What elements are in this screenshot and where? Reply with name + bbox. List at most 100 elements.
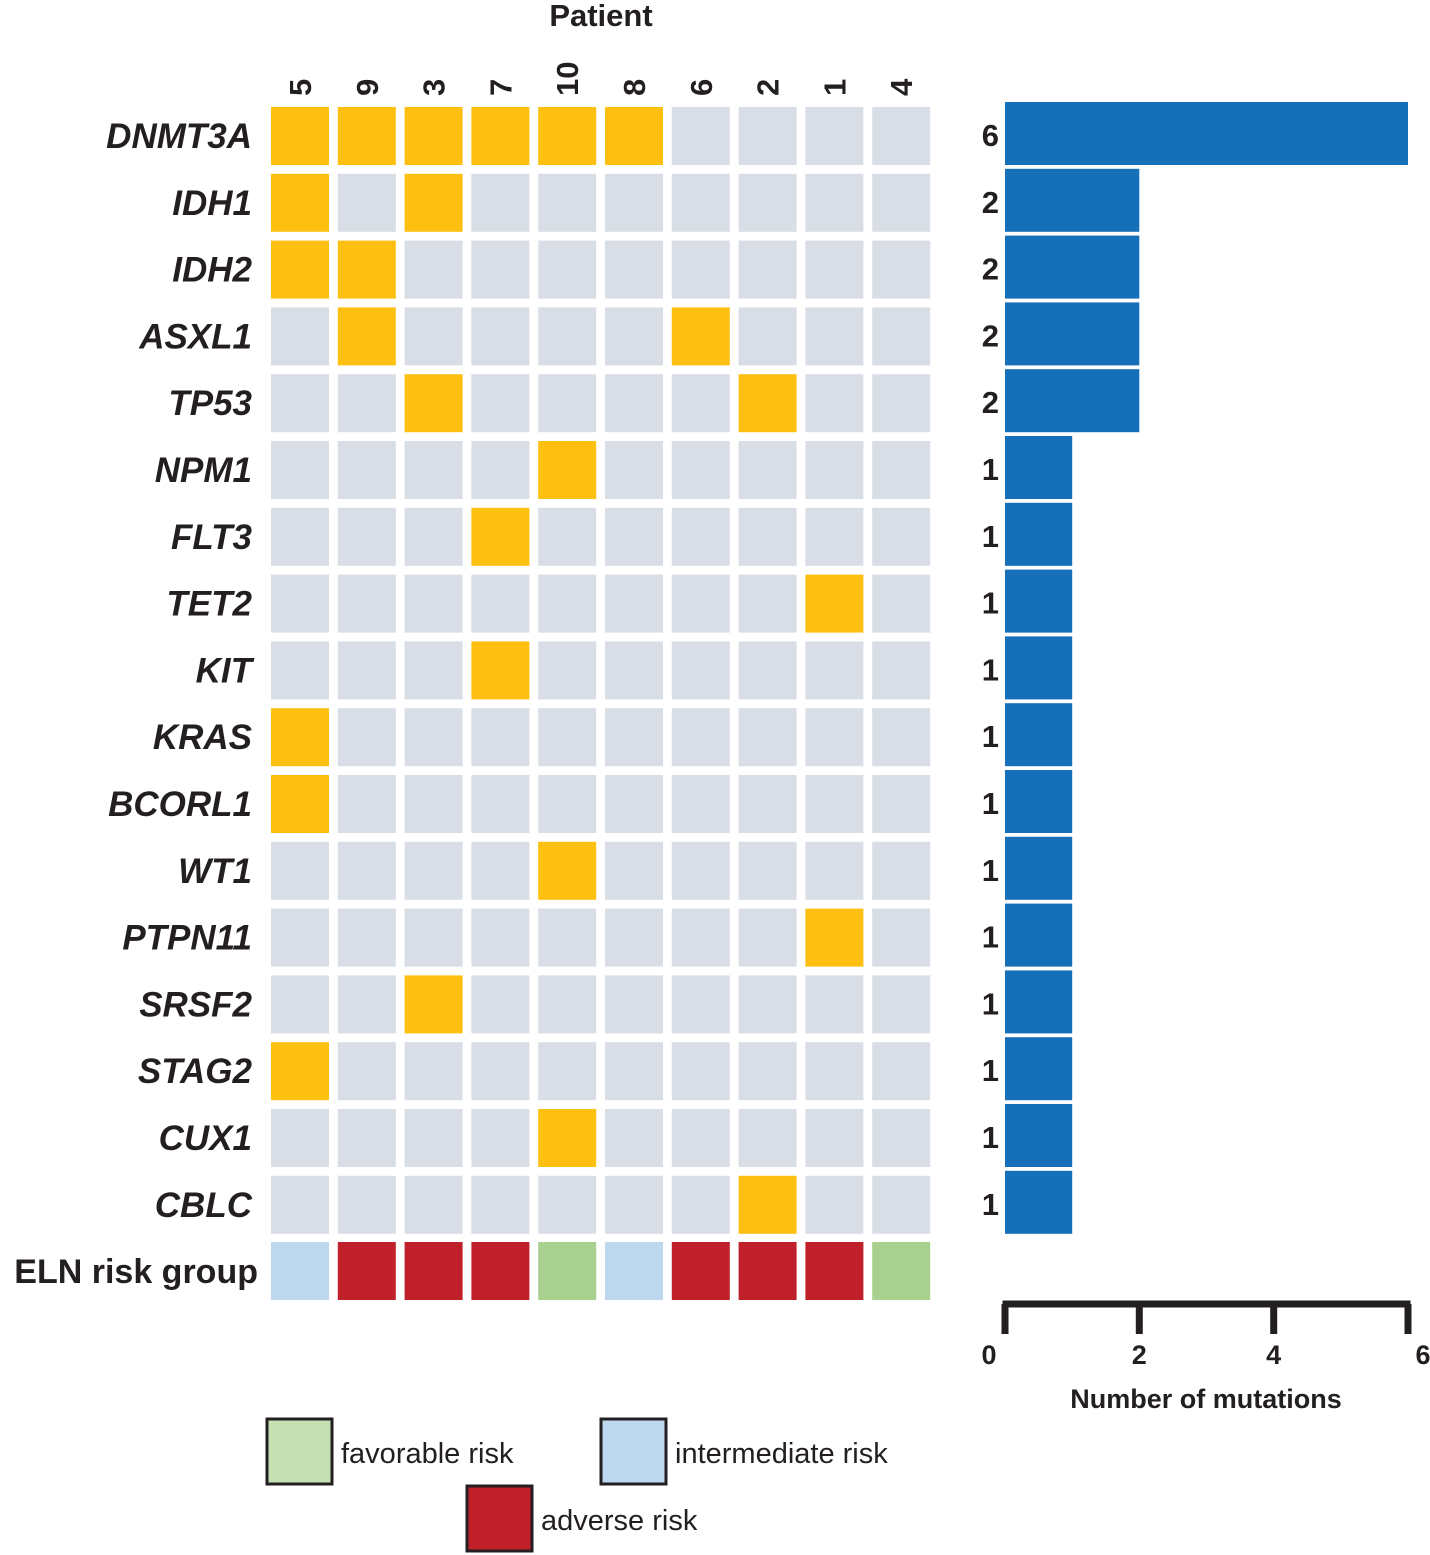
wildtype-cell [471, 441, 530, 499]
wildtype-cell [538, 641, 597, 700]
mutated-cell [738, 374, 797, 433]
wildtype-cell [738, 107, 797, 165]
wildtype-cell [872, 841, 931, 900]
wildtype-cell [605, 641, 663, 700]
wildtype-cell [805, 173, 864, 232]
wildtype-cell [404, 441, 463, 499]
wildtype-cell [471, 307, 530, 366]
wildtype-cell [671, 708, 730, 767]
mutation-bar [1005, 168, 1140, 232]
mutation-bar [1005, 436, 1073, 499]
wildtype-cell [337, 374, 396, 433]
wildtype-cell [271, 841, 329, 900]
wildtype-cell [872, 975, 931, 1034]
wildtype-cell [872, 374, 931, 433]
wildtype-cell [671, 173, 730, 232]
wildtype-cell [872, 240, 931, 299]
wildtype-cell [471, 240, 530, 299]
wildtype-cell [271, 975, 329, 1034]
wildtype-cell [538, 775, 597, 833]
wildtype-cell [872, 441, 931, 499]
risk-cell-adverse [404, 1242, 463, 1300]
wildtype-cell [805, 975, 864, 1034]
mutation-bar [1005, 636, 1073, 700]
mutated-cell [404, 107, 463, 165]
mutated-cell [404, 975, 463, 1034]
mutated-cell [271, 173, 329, 232]
wildtype-cell [872, 1109, 931, 1167]
count-label: 1 [982, 1120, 999, 1155]
heatmap-title: Patient [549, 0, 652, 33]
wildtype-cell [271, 374, 329, 433]
wildtype-cell [738, 1109, 797, 1167]
risk-cell-adverse [337, 1242, 396, 1300]
x-tick-label: 2 [1132, 1340, 1147, 1370]
wildtype-cell [671, 240, 730, 299]
wildtype-cell [538, 908, 597, 967]
wildtype-cell [605, 708, 663, 767]
risk-cell-adverse [671, 1242, 730, 1300]
wildtype-cell [738, 908, 797, 967]
gene-label: TET2 [166, 585, 252, 624]
wildtype-cell [738, 641, 797, 700]
wildtype-cell [671, 107, 730, 165]
x-axis: 0 2 4 6 [981, 1300, 1430, 1370]
wildtype-cell [337, 1175, 396, 1234]
wildtype-cell [538, 975, 597, 1034]
wildtype-cell [805, 441, 864, 499]
wildtype-cell [538, 173, 597, 232]
mutation-bar [1005, 102, 1408, 165]
mutation-count-labels: 6 2 2 2 2 1 1 1 1 1 1 1 1 1 1 1 1 [982, 118, 999, 1222]
wildtype-cell [605, 374, 663, 433]
patient-label: 7 [483, 79, 518, 96]
gene-label: KRAS [153, 718, 252, 757]
mutated-cell [271, 1042, 329, 1101]
patient-label: 3 [417, 79, 452, 96]
wildtype-cell [671, 507, 730, 566]
wildtype-cell [671, 1175, 730, 1234]
count-label: 2 [982, 252, 999, 287]
wildtype-cell [271, 574, 329, 633]
gene-label: CUX1 [159, 1119, 252, 1158]
wildtype-cell [337, 173, 396, 232]
wildtype-cell [805, 1109, 864, 1167]
wildtype-cell [471, 374, 530, 433]
wildtype-cell [337, 708, 396, 767]
wildtype-cell [738, 441, 797, 499]
wildtype-cell [471, 574, 530, 633]
risk-cell-adverse [738, 1242, 797, 1300]
mutated-cell [605, 107, 663, 165]
mutation-bar [1005, 1104, 1073, 1167]
wildtype-cell [471, 1109, 530, 1167]
wildtype-cell [471, 908, 530, 967]
patient-labels: 5 9 3 7 10 8 6 2 1 4 [283, 62, 919, 96]
wildtype-cell [271, 507, 329, 566]
wildtype-cell [471, 841, 530, 900]
wildtype-cell [671, 975, 730, 1034]
wildtype-cell [671, 1042, 730, 1101]
gene-label: STAG2 [138, 1052, 253, 1091]
gene-label: TP53 [168, 384, 252, 423]
wildtype-cell [337, 841, 396, 900]
wildtype-cell [805, 240, 864, 299]
gene-labels: DNMT3A IDH1 IDH2 ASXL1 TP53 NPM1 FLT3 TET2 KIT KR… [106, 117, 254, 1225]
wildtype-cell [738, 173, 797, 232]
mutation-bar [1005, 836, 1073, 900]
wildtype-cell [671, 374, 730, 433]
wildtype-cell [805, 374, 864, 433]
wildtype-cell [271, 1175, 329, 1234]
mutated-cell [404, 173, 463, 232]
patient-label: 1 [817, 79, 852, 96]
count-label: 1 [982, 853, 999, 888]
risk-group-cells [271, 1242, 931, 1300]
wildtype-cell [805, 841, 864, 900]
wildtype-cell [271, 1109, 329, 1167]
wildtype-cell [605, 1109, 663, 1167]
risk-cell-favorable [538, 1242, 597, 1300]
mutation-bar [1005, 703, 1073, 767]
risk-cell-intermediate [271, 1242, 329, 1300]
wildtype-cell [805, 107, 864, 165]
heatmap-cells [271, 107, 931, 1234]
legend-label-intermediate: intermediate risk [675, 1438, 888, 1470]
